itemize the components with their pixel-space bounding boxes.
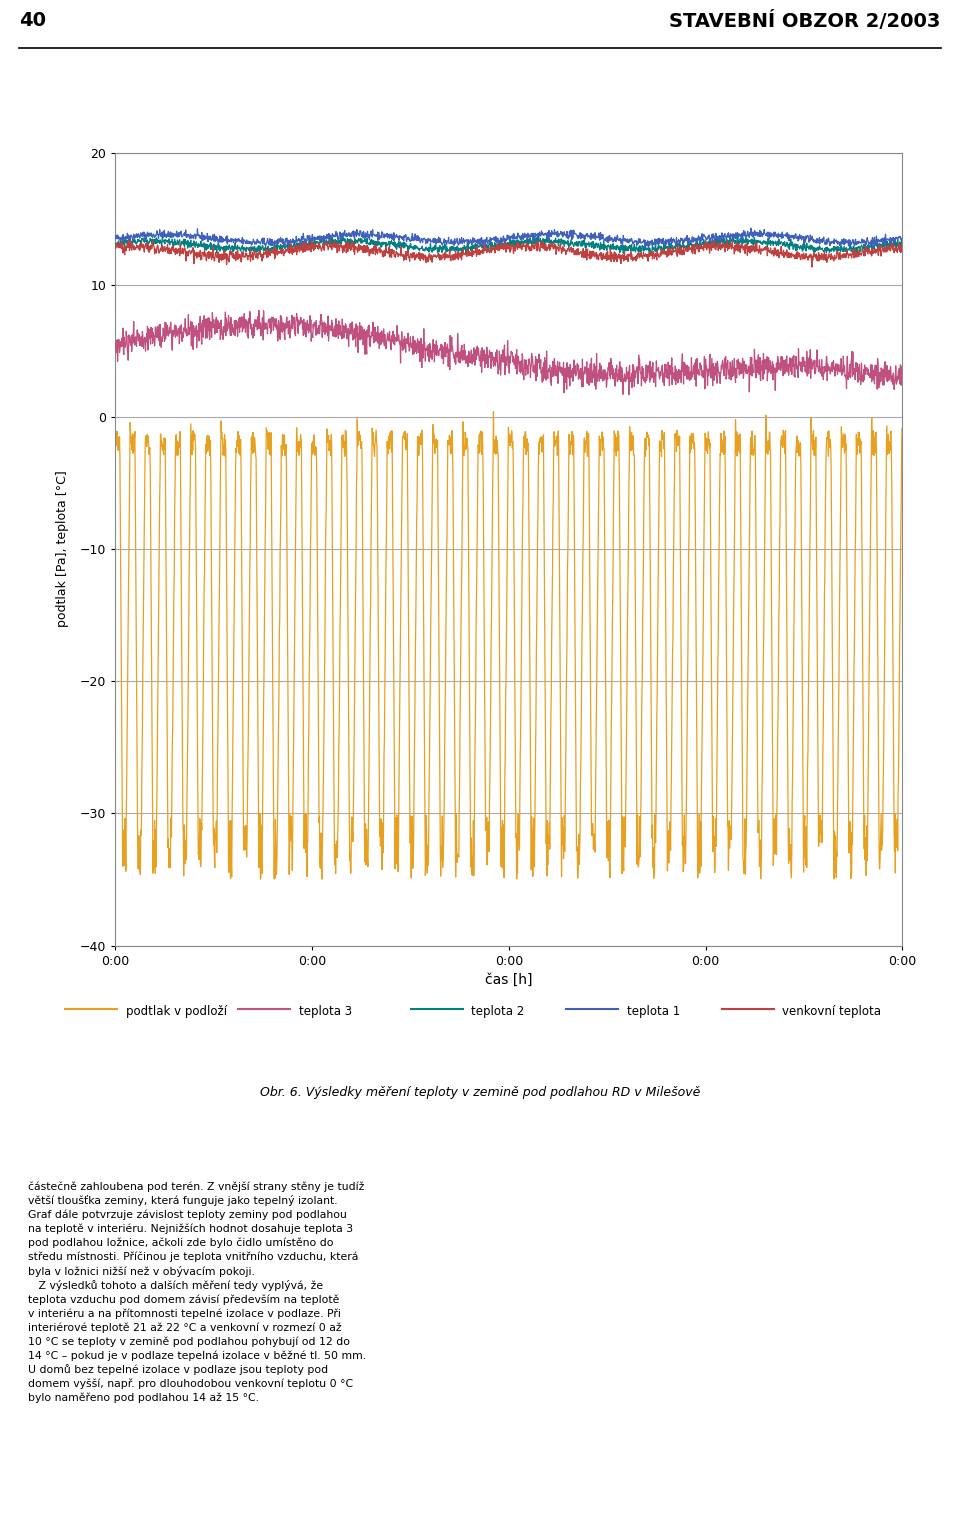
Text: venkovní teplota: venkovní teplota [782, 1005, 881, 1019]
Text: částečně zahloubena pod terén. Z vnější strany stěny je tudíž
větší tloušťka zem: částečně zahloubena pod terén. Z vnější … [29, 1182, 367, 1403]
Text: STAVEBNÍ OBZOR 2/2003: STAVEBNÍ OBZOR 2/2003 [669, 11, 941, 31]
Text: teplota 2: teplota 2 [471, 1005, 524, 1019]
Text: Obr. 6. Výsledky měření teploty v zemině pod podlahou RD v Milešově: Obr. 6. Výsledky měření teploty v zemině… [260, 1086, 700, 1100]
Y-axis label: podtlak [Pa], teplota [°C]: podtlak [Pa], teplota [°C] [56, 471, 69, 627]
Text: teplota 3: teplota 3 [299, 1005, 351, 1019]
Text: 40: 40 [19, 11, 46, 29]
X-axis label: čas [h]: čas [h] [485, 973, 533, 987]
Text: podtlak v podloží: podtlak v podloží [126, 1005, 227, 1019]
Text: teplota 1: teplota 1 [627, 1005, 680, 1019]
